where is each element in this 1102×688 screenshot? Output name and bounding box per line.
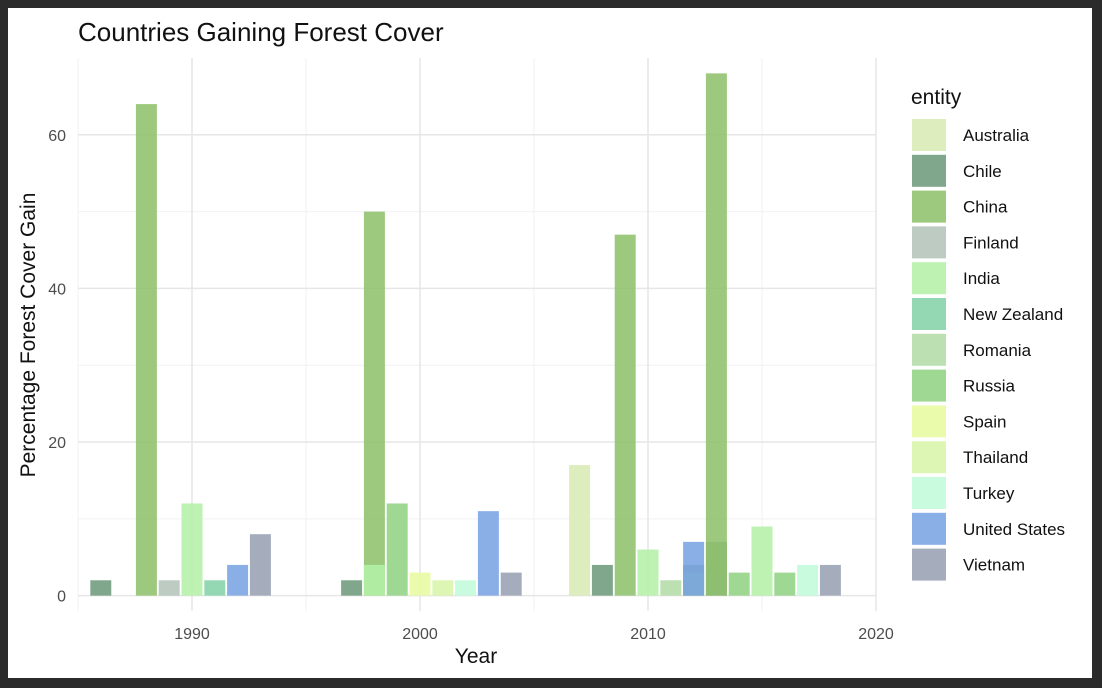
y-tick-label: 60 bbox=[48, 128, 66, 145]
legend-key-australia bbox=[912, 119, 946, 151]
legend-key-vietnam bbox=[912, 548, 946, 581]
chart-svg: Countries Gaining Forest Cover 1990 2000 2… bbox=[17, 17, 1065, 668]
bar-new-zealand bbox=[204, 580, 226, 596]
bar-india bbox=[181, 503, 203, 596]
bar-india bbox=[751, 526, 773, 596]
bar-united-states bbox=[477, 511, 499, 596]
bar-chile bbox=[90, 580, 112, 596]
bar-romania bbox=[660, 580, 682, 596]
legend-label: Finland bbox=[963, 233, 1019, 252]
x-tick-label: 2010 bbox=[630, 626, 666, 643]
bar-australia bbox=[569, 465, 591, 596]
legend-key-new-zealand bbox=[912, 298, 946, 330]
bar-china bbox=[614, 234, 636, 596]
x-axis-title: Year bbox=[455, 645, 497, 668]
bar-chile bbox=[591, 564, 613, 596]
legend-key-india bbox=[912, 262, 946, 295]
legend-label: India bbox=[963, 269, 1000, 288]
y-tick-label: 40 bbox=[48, 281, 66, 298]
legend-label: Chile bbox=[963, 162, 1002, 181]
legend-key-turkey bbox=[912, 477, 946, 509]
legend-key-united-states bbox=[912, 512, 946, 545]
legend-key-romania bbox=[912, 333, 946, 366]
bar-spain bbox=[409, 572, 431, 596]
legend-label: New Zealand bbox=[963, 305, 1063, 324]
bar-united-states bbox=[683, 541, 705, 596]
legend-label: Turkey bbox=[963, 484, 1015, 503]
bar-china bbox=[363, 211, 385, 596]
x-tick-label: 2020 bbox=[858, 626, 894, 643]
legend-key-russia bbox=[912, 369, 946, 402]
legend-label: China bbox=[963, 198, 1008, 217]
bar-turkey bbox=[797, 564, 819, 596]
bar-russia bbox=[774, 572, 796, 596]
bar-vietnam bbox=[249, 534, 271, 596]
bar-vietnam bbox=[819, 564, 841, 596]
legend-key-finland bbox=[912, 226, 946, 259]
legend-label: Russia bbox=[963, 377, 1016, 396]
bar-thailand bbox=[432, 580, 454, 596]
legend-key-thailand bbox=[912, 441, 946, 474]
chart-frame: Countries Gaining Forest Cover 1990 2000 2… bbox=[8, 8, 1092, 678]
bar-finland bbox=[158, 580, 180, 596]
legend-title: entity bbox=[911, 86, 962, 109]
bar-chile bbox=[341, 580, 363, 596]
bar-china bbox=[705, 73, 727, 596]
bar-india bbox=[637, 549, 659, 596]
y-tick-label: 20 bbox=[48, 435, 66, 452]
legend-key-chile bbox=[912, 154, 946, 187]
bar-turkey bbox=[455, 580, 477, 596]
legend-label: Thailand bbox=[963, 448, 1028, 467]
legend-label: Spain bbox=[963, 412, 1006, 431]
bar-russia bbox=[728, 572, 750, 596]
legend-label: Australia bbox=[963, 126, 1030, 145]
y-tick-label: 0 bbox=[57, 589, 66, 606]
x-tick-label: 1990 bbox=[174, 626, 210, 643]
ticks: 1990 2000 2010 2020 0 20 40 60 bbox=[48, 128, 894, 643]
y-axis-title: Percentage Forest Cover Gain bbox=[17, 193, 40, 478]
bar-vietnam bbox=[500, 572, 522, 596]
bars bbox=[90, 73, 841, 596]
legend-key-china bbox=[912, 190, 946, 223]
legend-label: Romania bbox=[963, 341, 1032, 360]
bar-russia bbox=[386, 503, 408, 596]
legend-label: Vietnam bbox=[963, 556, 1025, 575]
bar-india bbox=[363, 564, 385, 596]
legend: Australia Chile China Finland India New Zeala… bbox=[912, 119, 1065, 581]
chart-title: Countries Gaining Forest Cover bbox=[78, 17, 444, 47]
legend-key-spain bbox=[912, 405, 946, 438]
legend-label: United States bbox=[963, 520, 1065, 539]
x-tick-label: 2000 bbox=[402, 626, 438, 643]
bar-united-states bbox=[227, 564, 249, 596]
grid bbox=[77, 58, 877, 611]
bar-china bbox=[135, 104, 157, 596]
